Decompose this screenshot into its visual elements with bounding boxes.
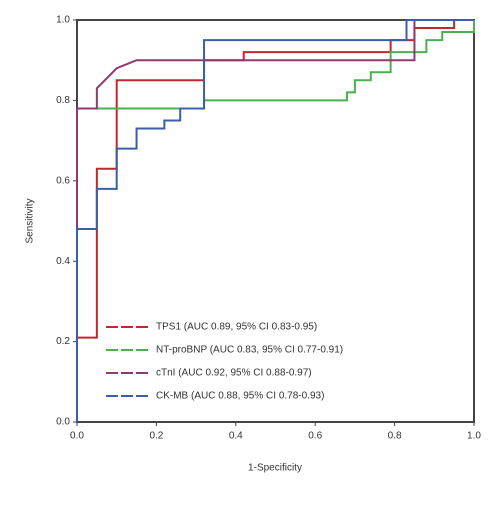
y-tick-label: 1.0 <box>56 15 70 26</box>
roc-curve <box>76 19 474 422</box>
roc-curve <box>76 19 474 422</box>
legend-label: cTnI (AUC 0.92, 95% CI 0.88-0.97) <box>156 368 312 379</box>
y-axis-label: Sensitivity <box>25 198 36 243</box>
y-tick-label: 0.6 <box>56 175 70 186</box>
x-tick-label: 0.4 <box>229 431 243 442</box>
legend-label: NT-proBNP (AUC 0.83, 95% CI 0.77-0.91) <box>156 345 343 356</box>
x-axis-label: 1-Specificity <box>248 463 302 474</box>
y-tick-label: 0.8 <box>56 95 70 106</box>
legend-label: TPS1 (AUC 0.89, 95% CI 0.83-0.95) <box>156 322 317 333</box>
x-tick-label: 0.6 <box>308 431 322 442</box>
y-tick-label: 0.2 <box>56 336 70 347</box>
x-tick-label: 0.0 <box>70 431 84 442</box>
x-tick-label: 1.0 <box>467 431 481 442</box>
legend-label: CK-MB (AUC 0.88, 95% CI 0.78-0.93) <box>156 391 324 402</box>
y-tick-label: 0.4 <box>56 256 70 267</box>
x-tick-label: 0.8 <box>388 431 402 442</box>
x-tick-label: 0.2 <box>149 431 163 442</box>
roc-curve <box>76 19 474 422</box>
y-tick-label: 0.0 <box>56 417 70 428</box>
